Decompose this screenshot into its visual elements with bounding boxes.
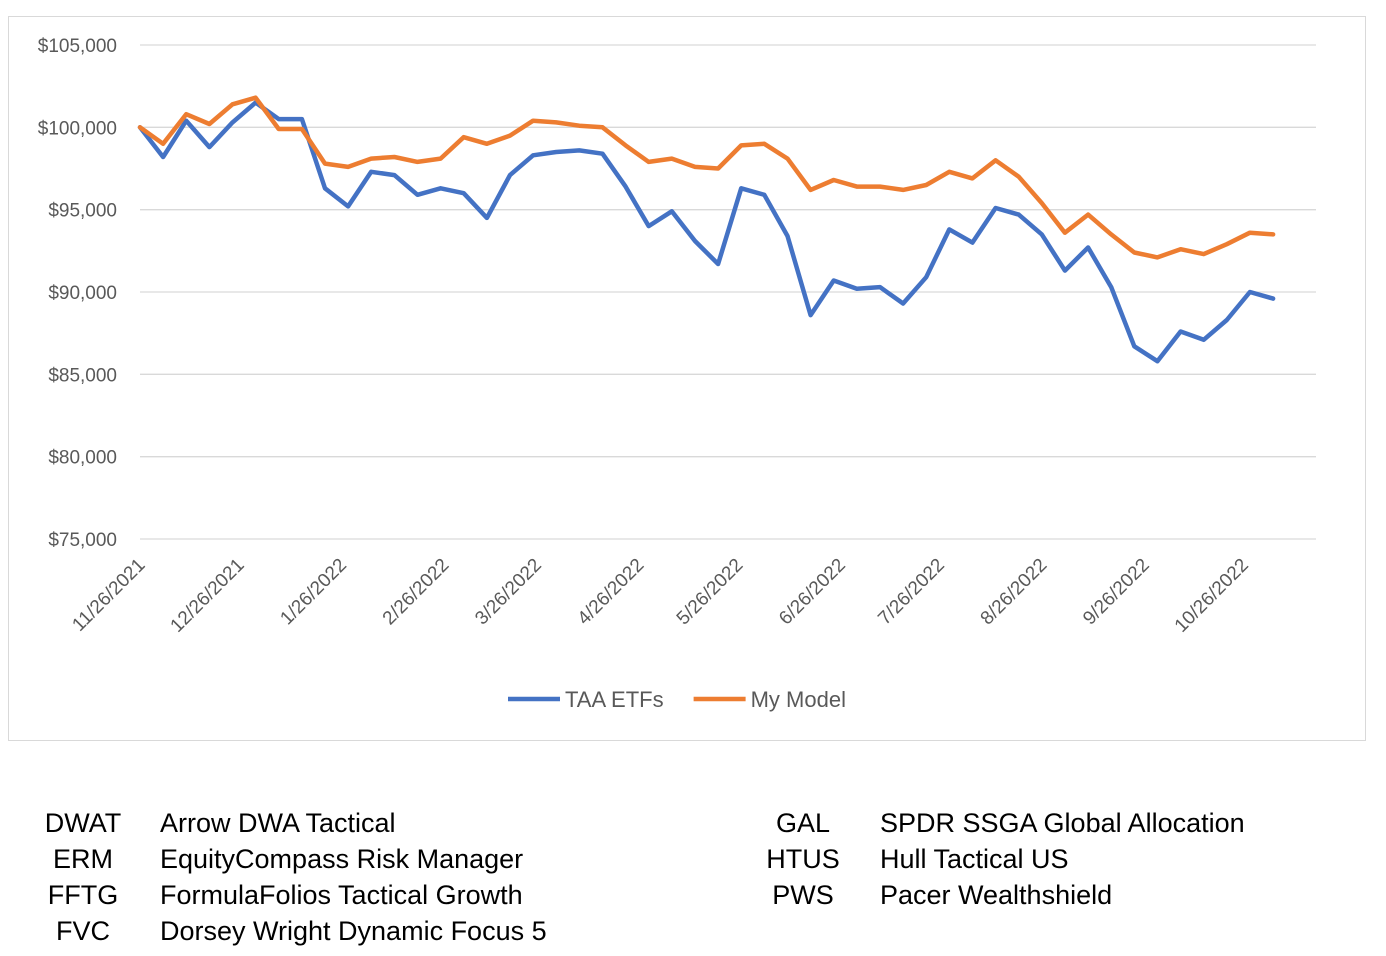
fund-name: Pacer Wealthshield xyxy=(880,880,1112,910)
ticker: DWAT xyxy=(45,808,121,838)
y-tick-label: $75,000 xyxy=(48,530,117,551)
y-tick-label: $95,000 xyxy=(48,201,117,222)
series-line xyxy=(137,100,1276,364)
legend-label: TAA ETFs xyxy=(565,687,664,712)
ticker: FVC xyxy=(56,916,110,946)
y-tick-label: $90,000 xyxy=(48,283,117,304)
fund-name: FormulaFolios Tactical Growth xyxy=(160,880,523,910)
fund-name: EquityCompass Risk Manager xyxy=(160,844,523,874)
ticker: FFTG xyxy=(48,880,118,910)
y-tick-label: $105,000 xyxy=(38,36,117,57)
fund-name: Arrow DWA Tactical xyxy=(160,808,396,838)
ticker: GAL xyxy=(776,808,830,838)
chart-frame xyxy=(8,16,1366,741)
fund-name: SPDR SSGA Global Allocation xyxy=(880,808,1245,838)
legend-label: My Model xyxy=(751,687,846,712)
ticker: PWS xyxy=(772,880,834,910)
fund-name: Hull Tactical US xyxy=(880,844,1069,874)
y-tick-label: $80,000 xyxy=(48,448,117,469)
series-line xyxy=(137,95,1276,260)
y-tick-label: $85,000 xyxy=(48,365,117,386)
ticker: HTUS xyxy=(766,844,840,874)
fund-name: Dorsey Wright Dynamic Focus 5 xyxy=(160,916,547,946)
ticker: ERM xyxy=(53,844,113,874)
y-tick-label: $100,000 xyxy=(38,118,117,139)
